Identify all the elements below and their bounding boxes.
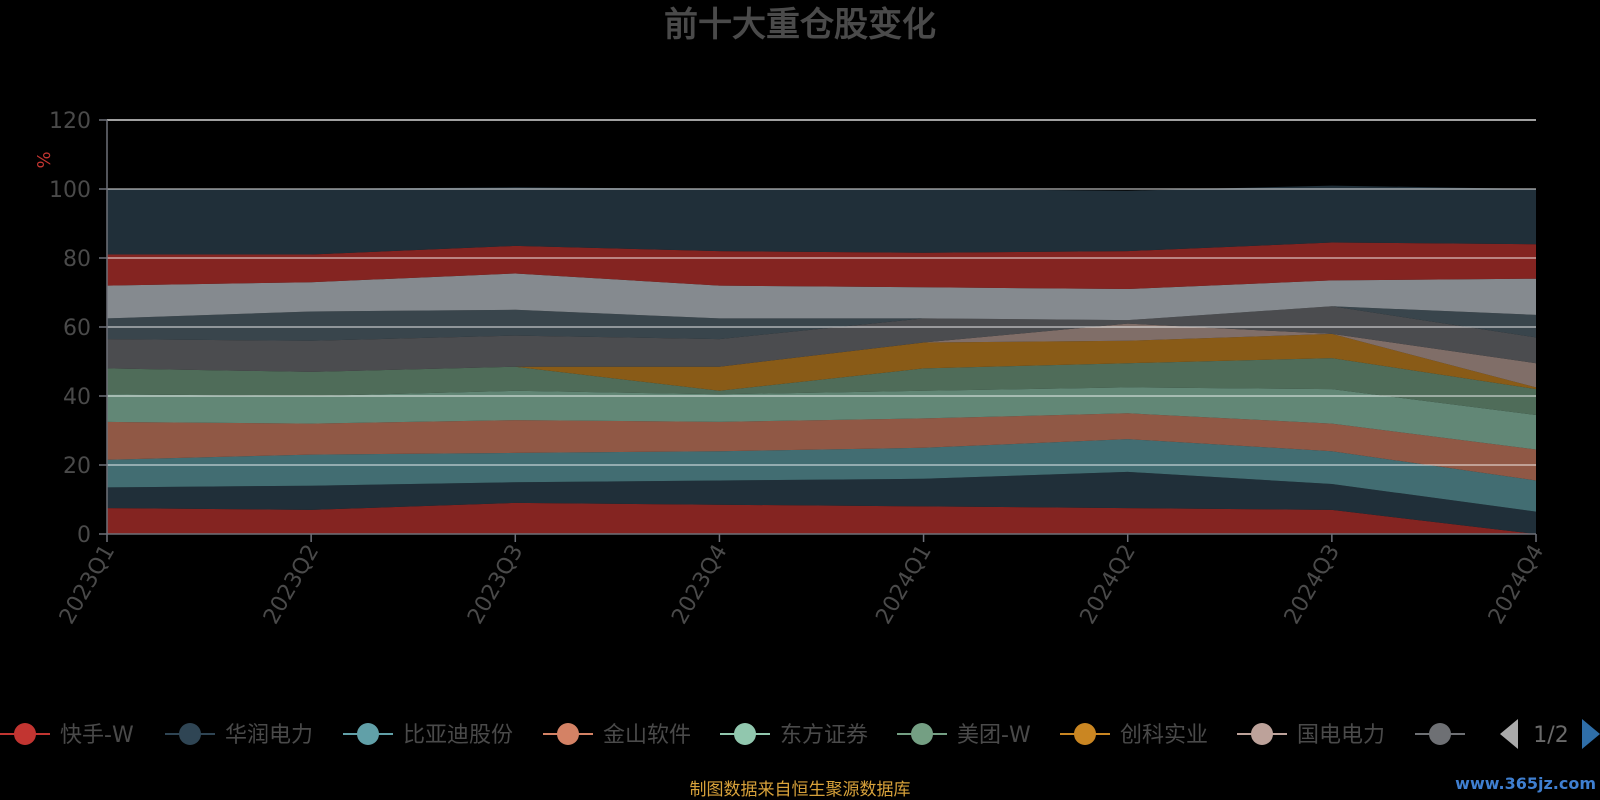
x-tick-label: 2023Q2 (259, 541, 324, 629)
data-source-note: 制图数据来自恒生聚源数据库 (690, 780, 911, 800)
area-series-5 (107, 358, 1536, 415)
legend-marker (179, 723, 201, 745)
legend-label: 创科实业 (1120, 723, 1208, 748)
area-series-8 (107, 306, 1536, 372)
watermark: www.365jz.com (1455, 774, 1596, 793)
legend-marker (1251, 723, 1273, 745)
x-tick-label: 2024Q4 (1484, 541, 1549, 629)
y-tick-label: 40 (63, 385, 91, 410)
legend-item[interactable]: 快手-W (0, 723, 134, 748)
area-series-1 (107, 471, 1536, 534)
legend-item[interactable]: 比亚迪股份 (343, 723, 513, 748)
y-tick-label: 100 (49, 178, 91, 203)
area-series-0 (107, 502, 1536, 534)
area-series-9 (107, 306, 1536, 341)
legend-item[interactable] (1415, 723, 1465, 745)
area-series-2 (107, 439, 1536, 512)
chart-title: 前十大重仓股变化 (664, 5, 936, 45)
x-tick-label: 2023Q3 (463, 541, 528, 629)
area-series-11 (107, 242, 1536, 289)
legend-pagination: 1/2 (1500, 719, 1600, 749)
area-series-3 (107, 413, 1536, 481)
legend-items: 快手-W 华润电力 比亚迪股份 金山软件 东方证券 美团-W 创科实业 国电电力 (0, 723, 1465, 748)
y-tick-label: 80 (63, 247, 91, 272)
legend-marker (14, 723, 36, 745)
legend-item[interactable]: 华润电力 (165, 723, 313, 748)
y-tick-label: 60 (63, 316, 91, 341)
legend-item[interactable]: 东方证券 (720, 723, 868, 748)
triangle-right-icon[interactable] (1582, 719, 1600, 749)
legend-label: 东方证券 (780, 723, 868, 748)
area-series-4 (107, 387, 1536, 450)
legend-marker (1429, 723, 1451, 745)
legend-marker (911, 723, 933, 745)
legend-page-indicator: 1/2 (1533, 723, 1568, 748)
legend-label: 华润电力 (225, 723, 313, 748)
legend-item[interactable]: 国电电力 (1237, 723, 1385, 748)
legend-marker (734, 723, 756, 745)
y-tick-label: 0 (77, 523, 91, 548)
x-tick-label: 2024Q3 (1280, 541, 1345, 629)
area-series-10 (107, 273, 1536, 321)
triangle-left-icon[interactable] (1500, 719, 1518, 749)
legend-item[interactable]: 美团-W (897, 723, 1031, 748)
x-tick-label: 2024Q1 (871, 541, 936, 629)
legend-marker (557, 723, 579, 745)
legend-label: 金山软件 (603, 723, 691, 748)
legend-label: 快手-W (60, 723, 134, 748)
x-tick-label: 2023Q1 (55, 541, 120, 629)
x-axis-ticks: 2023Q1 2023Q2 2023Q3 2023Q4 2024Q1 2024Q2 2024… (55, 534, 1549, 629)
legend-label: 美团-W (957, 723, 1031, 748)
area-series-6 (107, 333, 1536, 391)
y-tick-label: 20 (63, 454, 91, 479)
legend-item[interactable]: 创科实业 (1060, 723, 1208, 748)
x-tick-label: 2023Q4 (667, 541, 732, 629)
y-axis-unit: % (34, 151, 55, 168)
legend-label: 国电电力 (1297, 723, 1385, 748)
area-series-12 (107, 185, 1536, 255)
legend: 快手-W 华润电力 比亚迪股份 金山软件 东方证券 美团-W 创科实业 国电电力 (0, 723, 1465, 748)
legend-label: 比亚迪股份 (403, 723, 513, 748)
legend-marker (1074, 723, 1096, 745)
area-series-group (107, 185, 1536, 534)
y-axis-ticks: 0 20 40 60 80 100 120 (49, 109, 107, 548)
x-tick-label: 2024Q2 (1076, 541, 1141, 629)
legend-item[interactable]: 金山软件 (543, 723, 691, 748)
grid-lines (107, 119, 1536, 466)
legend-marker (357, 723, 379, 745)
y-tick-label: 120 (49, 109, 91, 134)
